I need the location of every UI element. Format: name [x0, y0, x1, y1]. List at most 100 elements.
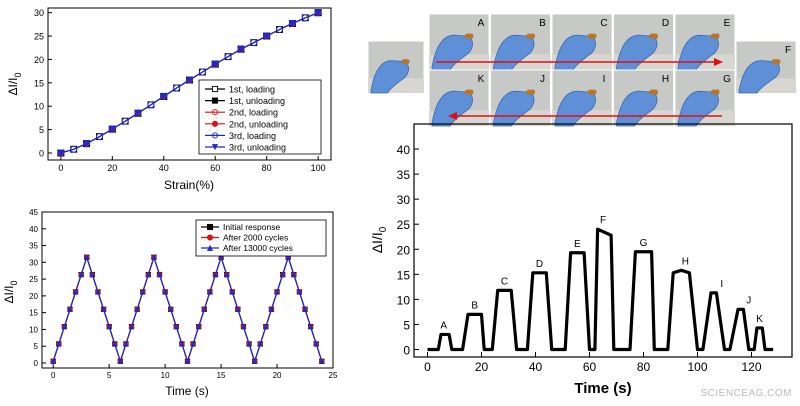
legend-marker	[206, 244, 214, 251]
data-point	[229, 289, 235, 295]
y-tick-label: 20	[29, 292, 38, 301]
plot-frame	[413, 123, 793, 358]
data-point	[140, 289, 146, 295]
y-tick-label: 25	[397, 218, 411, 232]
watermark: SCIENCEAG.COM	[700, 388, 792, 399]
peak-label: H	[682, 256, 689, 267]
peak-labels: A B C D E F G H I JK	[440, 215, 763, 331]
y-tick-label: 30	[34, 8, 44, 18]
glove-hand	[616, 90, 658, 127]
y-tick-label: 0	[34, 359, 39, 368]
y-tick-label: 20	[34, 55, 44, 65]
data-point	[128, 323, 135, 330]
data-point	[223, 271, 230, 278]
data-point	[279, 271, 286, 278]
glove-hand	[431, 90, 473, 127]
photo-bottom-K: K	[428, 69, 490, 127]
photo-bottom-G: G	[674, 69, 736, 127]
data-point	[296, 289, 303, 295]
legend-label: 1st, unloading	[229, 96, 285, 106]
data-point	[224, 53, 232, 61]
sensor-strip	[526, 89, 535, 95]
data-point	[184, 358, 191, 364]
x-tick-label: 40	[159, 163, 169, 173]
y-tick-label: 0	[39, 148, 44, 158]
data-point	[160, 93, 168, 101]
chart-finger-bending: 0 20 40 60 80 100 120 0 5 10 15 20 25 30 35 40 A B C D E F G H…	[369, 123, 793, 397]
glove-hand	[677, 90, 719, 127]
photo-letter: H	[662, 74, 669, 85]
chart-cycling: 0 5 10 15 20 25 0 5 10 15 20 25 30 35 40 45 Time (s) ΔI…	[2, 208, 338, 398]
y-axis-label-subscript: 0	[13, 72, 23, 77]
x-axis-label: Strain(%)	[164, 178, 214, 192]
data-point	[274, 289, 280, 295]
data-point	[57, 149, 65, 157]
y-tick-label: 35	[29, 242, 38, 251]
peak-label: A	[440, 320, 447, 331]
legend-marker	[206, 234, 214, 241]
data-point	[134, 109, 142, 117]
x-axis-label: Time (s)	[165, 384, 209, 398]
data-point	[196, 323, 202, 330]
data-point	[168, 306, 174, 312]
series-group	[57, 9, 322, 157]
data-point	[70, 145, 78, 153]
photo-letter: A	[478, 18, 485, 29]
x-tick-label: 0	[58, 163, 63, 173]
y-tick-label: 0	[403, 343, 410, 357]
peak-label: D	[536, 259, 543, 270]
data-point	[263, 323, 269, 330]
data-point	[268, 306, 275, 312]
data-point	[257, 341, 263, 347]
peak-label: C	[501, 276, 508, 287]
series-group	[50, 254, 325, 364]
y-tick-label: 10	[397, 293, 411, 307]
x-tick-label: 100	[311, 163, 326, 173]
legend-marker	[211, 85, 219, 93]
data-point	[291, 271, 297, 278]
data-point	[285, 254, 291, 260]
photo-strip: A B C D E K J I H G F	[367, 13, 797, 127]
y-tick-label: 40	[397, 143, 411, 157]
axis-ticks: 0 20 40 60 80 100 120 0 5 10 15 20 25 30 35 40	[397, 143, 762, 374]
data-point	[301, 14, 309, 22]
data-point	[100, 306, 107, 312]
photo-side-left	[367, 40, 425, 94]
data-point	[145, 271, 152, 278]
y-tick-label: 30	[29, 258, 38, 267]
y-tick-label: 25	[29, 275, 38, 284]
x-tick-label: 100	[687, 360, 707, 374]
data-point	[72, 289, 79, 295]
photo-letter: C	[600, 18, 607, 29]
legend-label: 2nd, unloading	[229, 119, 288, 129]
x-tick-label: 80	[262, 163, 272, 173]
axis-ticks: 0 20 40 60 80 100 0 5 10 15 20 25 30	[34, 8, 326, 173]
photo-letter: B	[539, 18, 546, 29]
y-tick-label: 35	[397, 168, 411, 182]
y-axis-label: ΔI/I0	[2, 280, 19, 303]
legend-label: 3rd, unloading	[229, 143, 286, 153]
x-tick-label: 0	[424, 360, 431, 374]
y-tick-label: 15	[34, 78, 44, 88]
data-point	[179, 341, 185, 347]
x-tick-label: 20	[107, 163, 117, 173]
y-tick-label: 5	[403, 318, 410, 332]
sensor-strip	[526, 33, 535, 39]
y-axis-label-main: ΔI/I	[6, 77, 20, 95]
photo-letter: K	[478, 74, 485, 85]
arrow-forward-head	[714, 58, 723, 66]
data-point	[96, 133, 103, 141]
x-tick-label: 60	[210, 163, 220, 173]
peak-label: B	[471, 300, 478, 311]
x-tick-label: 20	[273, 371, 282, 380]
data-point	[173, 84, 181, 92]
y-axis-label-subscript: 0	[9, 280, 19, 285]
data-point	[121, 117, 129, 125]
photo-side-right: F	[735, 40, 797, 94]
data-point	[147, 101, 155, 109]
photo-letter: G	[723, 74, 731, 85]
y-tick-label: 15	[397, 268, 411, 282]
photo-letter: J	[540, 74, 545, 85]
